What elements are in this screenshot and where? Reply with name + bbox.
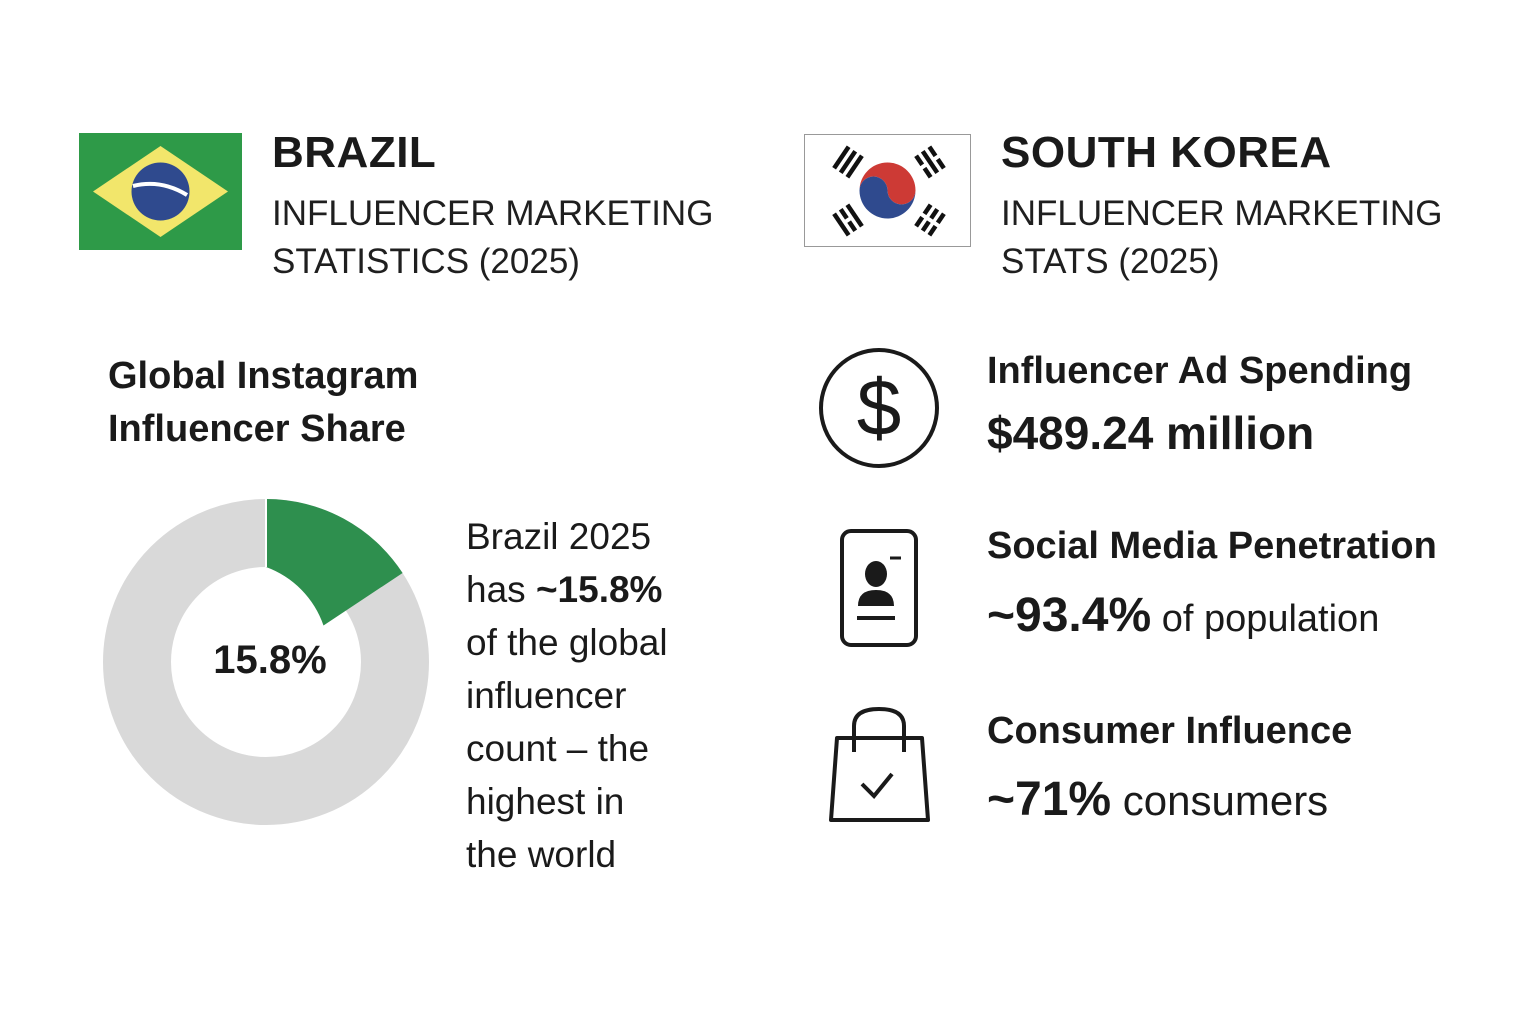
brazil-country-title: BRAZIL	[272, 128, 437, 177]
consumer-influence-value: ~71% consumers	[987, 772, 1328, 827]
brazil-subtitle-line1: INFLUENCER MARKETING	[272, 194, 714, 233]
south-korea-subtitle-line1: INFLUENCER MARKETING	[1001, 194, 1443, 233]
consumer-influence-number: ~71%	[987, 773, 1112, 826]
ad-spending-number: $489.24 million	[987, 407, 1315, 459]
desc-highlight: ~15.8%	[535, 569, 663, 610]
influencer-share-donut-chart: 15.8%	[102, 498, 430, 826]
donut-section-title: Global Instagram Influencer Share	[108, 350, 418, 456]
desc-line: influencer	[466, 675, 627, 716]
social-media-penetration-label: Social Media Penetration	[987, 525, 1437, 567]
desc-text: has	[466, 569, 536, 610]
svg-text:$: $	[857, 363, 902, 452]
profile-card-icon	[839, 528, 919, 648]
desc-line: of the global	[466, 622, 668, 663]
shopping-bag-check-icon	[828, 706, 932, 826]
ad-spending-label: Influencer Ad Spending	[987, 350, 1413, 392]
social-media-penetration-value: ~93.4% of population	[987, 588, 1379, 643]
ad-spending-value: $489.24 million	[987, 406, 1314, 460]
section-title-line1: Global Instagram	[108, 355, 419, 397]
donut-center-label: 15.8%	[213, 638, 327, 682]
desc-line: the world	[466, 834, 617, 875]
penetration-suffix: of population	[1151, 598, 1380, 640]
penetration-number: ~93.4%	[987, 589, 1152, 642]
south-korea-flag-icon	[804, 134, 971, 247]
dollar-circle-icon: $	[818, 347, 940, 469]
brazil-subtitle-line2: STATISTICS (2025)	[272, 242, 580, 281]
consumer-influence-suffix: consumers	[1111, 777, 1329, 824]
south-korea-subtitle-line2: STATS (2025)	[1001, 242, 1220, 281]
consumer-influence-label: Consumer Influence	[987, 710, 1353, 752]
desc-line: count – the	[466, 728, 650, 769]
section-title-line2: Influencer Share	[108, 408, 406, 450]
desc-line: has ~15.8%	[466, 563, 668, 616]
south-korea-country-title: SOUTH KOREA	[1001, 128, 1332, 177]
brazil-flag-icon	[79, 133, 242, 250]
brazil-description: Brazil 2025 has ~15.8% of the global inf…	[466, 510, 668, 881]
desc-line: highest in	[466, 781, 625, 822]
desc-line: Brazil 2025	[466, 516, 652, 557]
